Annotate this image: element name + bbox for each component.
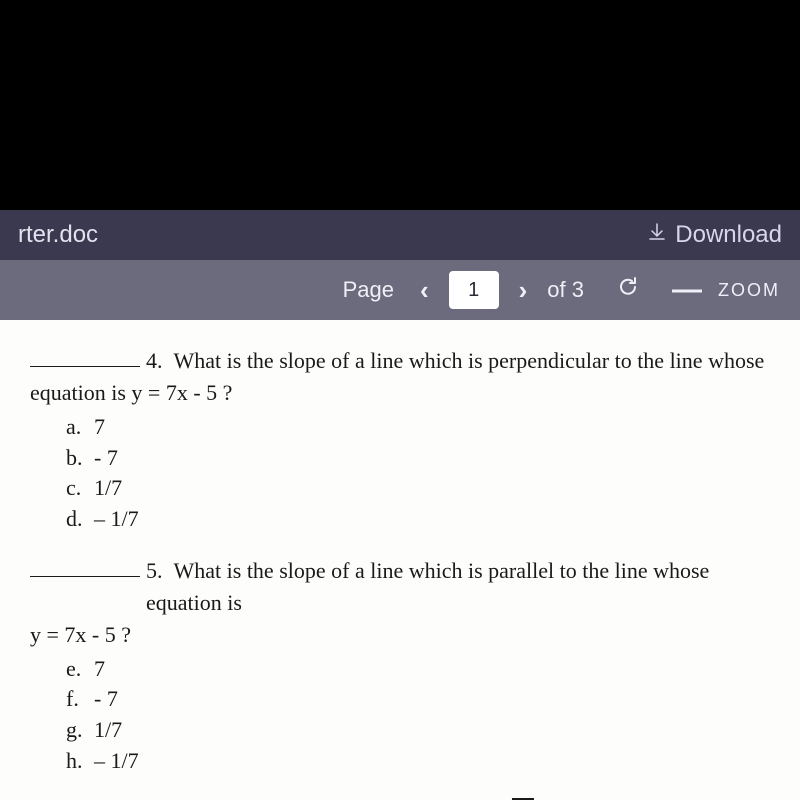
- answer-blank: [30, 555, 140, 577]
- option-list: e.7 f.- 7 g.1/7 h.– 1/7: [66, 654, 770, 777]
- page-current-value: 1: [468, 279, 479, 302]
- document-content[interactable]: 4. What is the slope of a line which is …: [0, 320, 800, 800]
- reload-button[interactable]: [616, 275, 640, 306]
- filename-label: rter.doc: [18, 221, 98, 249]
- next-page-button[interactable]: ›: [515, 275, 532, 306]
- download-button[interactable]: Download: [647, 221, 782, 249]
- page-total-label: of 3: [547, 277, 584, 303]
- option-c: c.1/7: [66, 473, 770, 504]
- download-icon: [647, 222, 667, 248]
- option-e: e.7: [66, 654, 770, 685]
- download-label: Download: [675, 221, 782, 249]
- question-equation: equation is y = 7x - 5 ?: [30, 377, 770, 409]
- question-4: 4. What is the slope of a line which is …: [30, 345, 770, 535]
- option-b: b.- 7: [66, 443, 770, 474]
- document-viewer: rter.doc Download Page ‹ 1 › of 3 — ZOOM…: [0, 210, 800, 800]
- page-label: Page: [343, 277, 394, 303]
- answer-blank: [30, 345, 140, 367]
- question-5: 5. What is the slope of a line which is …: [30, 555, 770, 777]
- zoom-label: ZOOM: [718, 280, 780, 301]
- question-text: 4. What is the slope of a line which is …: [146, 345, 770, 377]
- zoom-out-button[interactable]: —: [672, 273, 702, 307]
- titlebar: rter.doc Download: [0, 210, 800, 260]
- page-number-input[interactable]: 1: [449, 271, 499, 309]
- option-g: g.1/7: [66, 715, 770, 746]
- question-text: 5. What is the slope of a line which is …: [146, 555, 770, 619]
- option-f: f.- 7: [66, 684, 770, 715]
- option-list: a.7 b.- 7 c.1/7 d.– 1/7: [66, 412, 770, 535]
- option-h: h.– 1/7: [66, 746, 770, 777]
- toolbar: Page ‹ 1 › of 3 — ZOOM: [0, 260, 800, 320]
- option-d: d.– 1/7: [66, 504, 770, 535]
- question-equation: y = 7x - 5 ?: [30, 619, 770, 651]
- option-a: a.7: [66, 412, 770, 443]
- prev-page-button[interactable]: ‹: [416, 275, 433, 306]
